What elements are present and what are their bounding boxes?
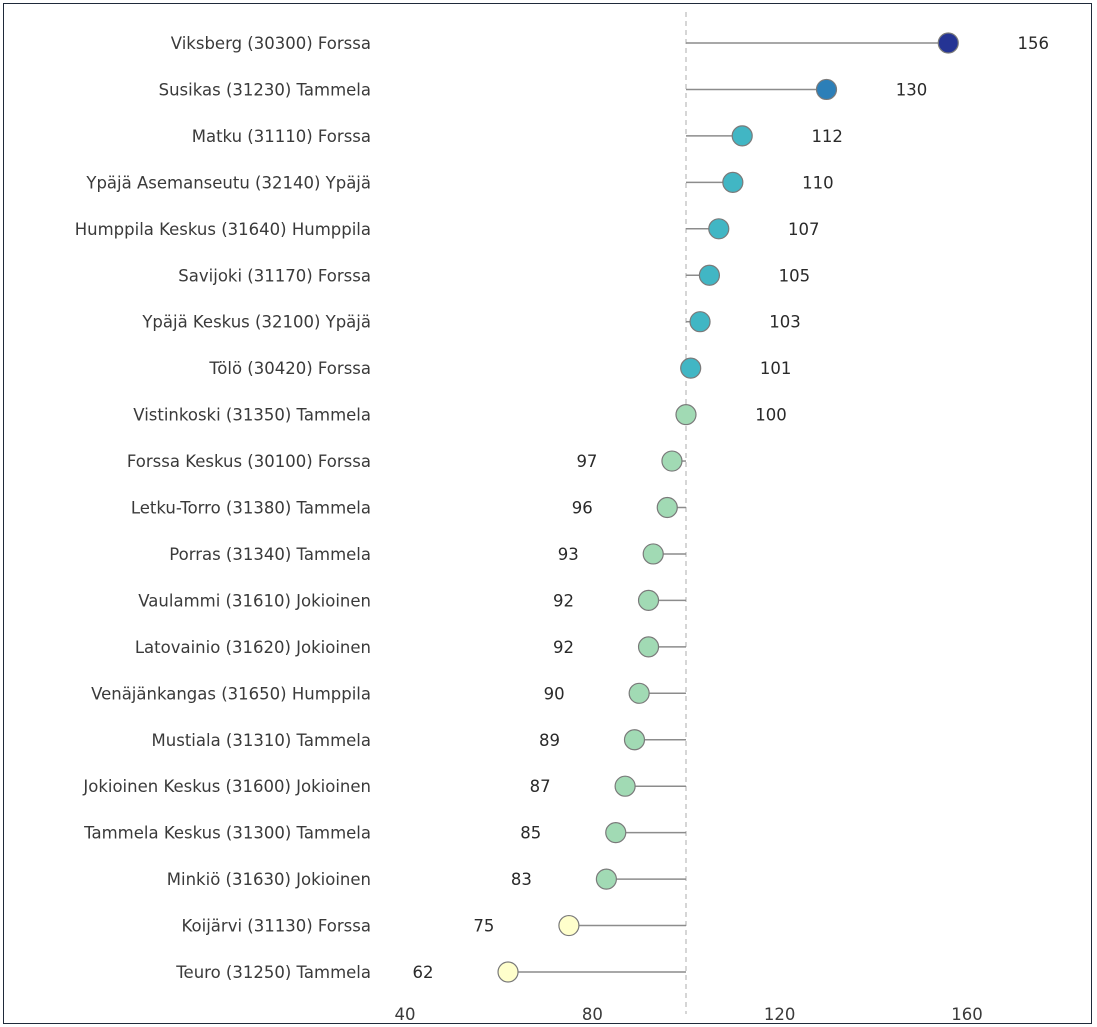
lollipop-point (558, 914, 580, 937)
category-label: Tölö (30420) Forssa (208, 359, 371, 378)
lollipop-point (642, 543, 664, 565)
value-label: 101 (760, 359, 792, 378)
lollipop-point (937, 32, 959, 54)
value-label: 89 (539, 731, 560, 750)
value-label: 100 (755, 406, 787, 425)
lollipop-point (675, 404, 697, 426)
category-label: Matku (31110) Forssa (192, 127, 371, 146)
value-label: 110 (802, 173, 834, 192)
lollipop-point (595, 868, 617, 890)
category-label: Letku-Torro (31380) Tammela (131, 499, 371, 518)
value-label: 62 (413, 963, 434, 982)
value-label: 92 (553, 638, 574, 657)
value-label: 85 (520, 824, 541, 843)
lollipop-chart: Viksberg (30300) Forssa 156 Susikas (31230… (75, 12, 1050, 1024)
category-label: Porras (31340) Tammela (169, 545, 371, 564)
category-label: Venäjänkangas (31650) Humppila (91, 684, 371, 703)
x-tick-label: 120 (764, 1005, 796, 1024)
lollipop-point (628, 682, 650, 704)
category-label: Vistinkoski (31350) Tammela (133, 406, 371, 425)
value-label: 130 (896, 80, 928, 99)
value-label: 83 (511, 870, 532, 889)
lollipop-point (637, 589, 660, 612)
category-label: Jokioinen Keskus (31600) Jokioinen (82, 777, 371, 796)
category-label: Ypäjä Asemanseutu (32140) Ypäjä (85, 173, 371, 192)
x-tick-label: 160 (951, 1005, 983, 1024)
value-label: 97 (576, 452, 597, 471)
category-label: Vaulammi (31610) Jokioinen (138, 591, 371, 610)
value-label: 90 (544, 684, 565, 703)
value-label: 156 (1018, 34, 1050, 53)
category-label: Forssa Keskus (30100) Forssa (127, 452, 371, 471)
x-tick-label: 40 (395, 1005, 416, 1024)
lollipop-point (722, 171, 744, 193)
category-label: Tammela Keskus (31300) Tammela (83, 824, 371, 843)
value-label: 96 (572, 499, 593, 518)
category-label: Mustiala (31310) Tammela (152, 731, 371, 750)
lollipop-point (661, 450, 683, 472)
value-label: 103 (769, 313, 801, 332)
category-label: Koijärvi (31130) Forssa (182, 917, 371, 936)
lollipop-point (698, 264, 721, 286)
lollipop-point (497, 961, 519, 983)
chart-frame: Viksberg (30300) Forssa 156 Susikas (31230… (3, 3, 1092, 1024)
value-label: 75 (473, 917, 494, 936)
category-label: Viksberg (30300) Forssa (171, 34, 371, 53)
category-label: Latovainio (31620) Jokioinen (135, 638, 371, 657)
lollipop-point (656, 496, 678, 519)
lollipop-point (637, 636, 660, 658)
category-label: Humppila Keskus (31640) Humppila (75, 220, 371, 239)
lollipop-point (680, 357, 702, 379)
value-label: 105 (779, 266, 811, 285)
value-label: 92 (553, 591, 574, 610)
category-label: Susikas (31230) Tammela (159, 80, 371, 99)
category-label: Minkiö (31630) Jokioinen (167, 870, 371, 889)
category-label: Savijoki (31170) Forssa (178, 266, 371, 285)
lollipop-point (623, 729, 646, 751)
lollipop-point (614, 775, 636, 797)
category-label: Teuro (31250) Tammela (175, 963, 371, 982)
value-label: 112 (811, 127, 843, 146)
value-label: 87 (530, 777, 551, 796)
lollipop-point (708, 218, 730, 240)
x-tick-label: 80 (582, 1005, 603, 1024)
lollipop-point (605, 822, 627, 844)
lollipop-point (731, 125, 753, 147)
value-label: 107 (788, 220, 820, 239)
category-label: Ypäjä Keskus (32100) Ypäjä (141, 313, 371, 332)
lollipop-point (689, 311, 711, 333)
lollipop-point (815, 78, 838, 101)
value-label: 93 (558, 545, 579, 564)
